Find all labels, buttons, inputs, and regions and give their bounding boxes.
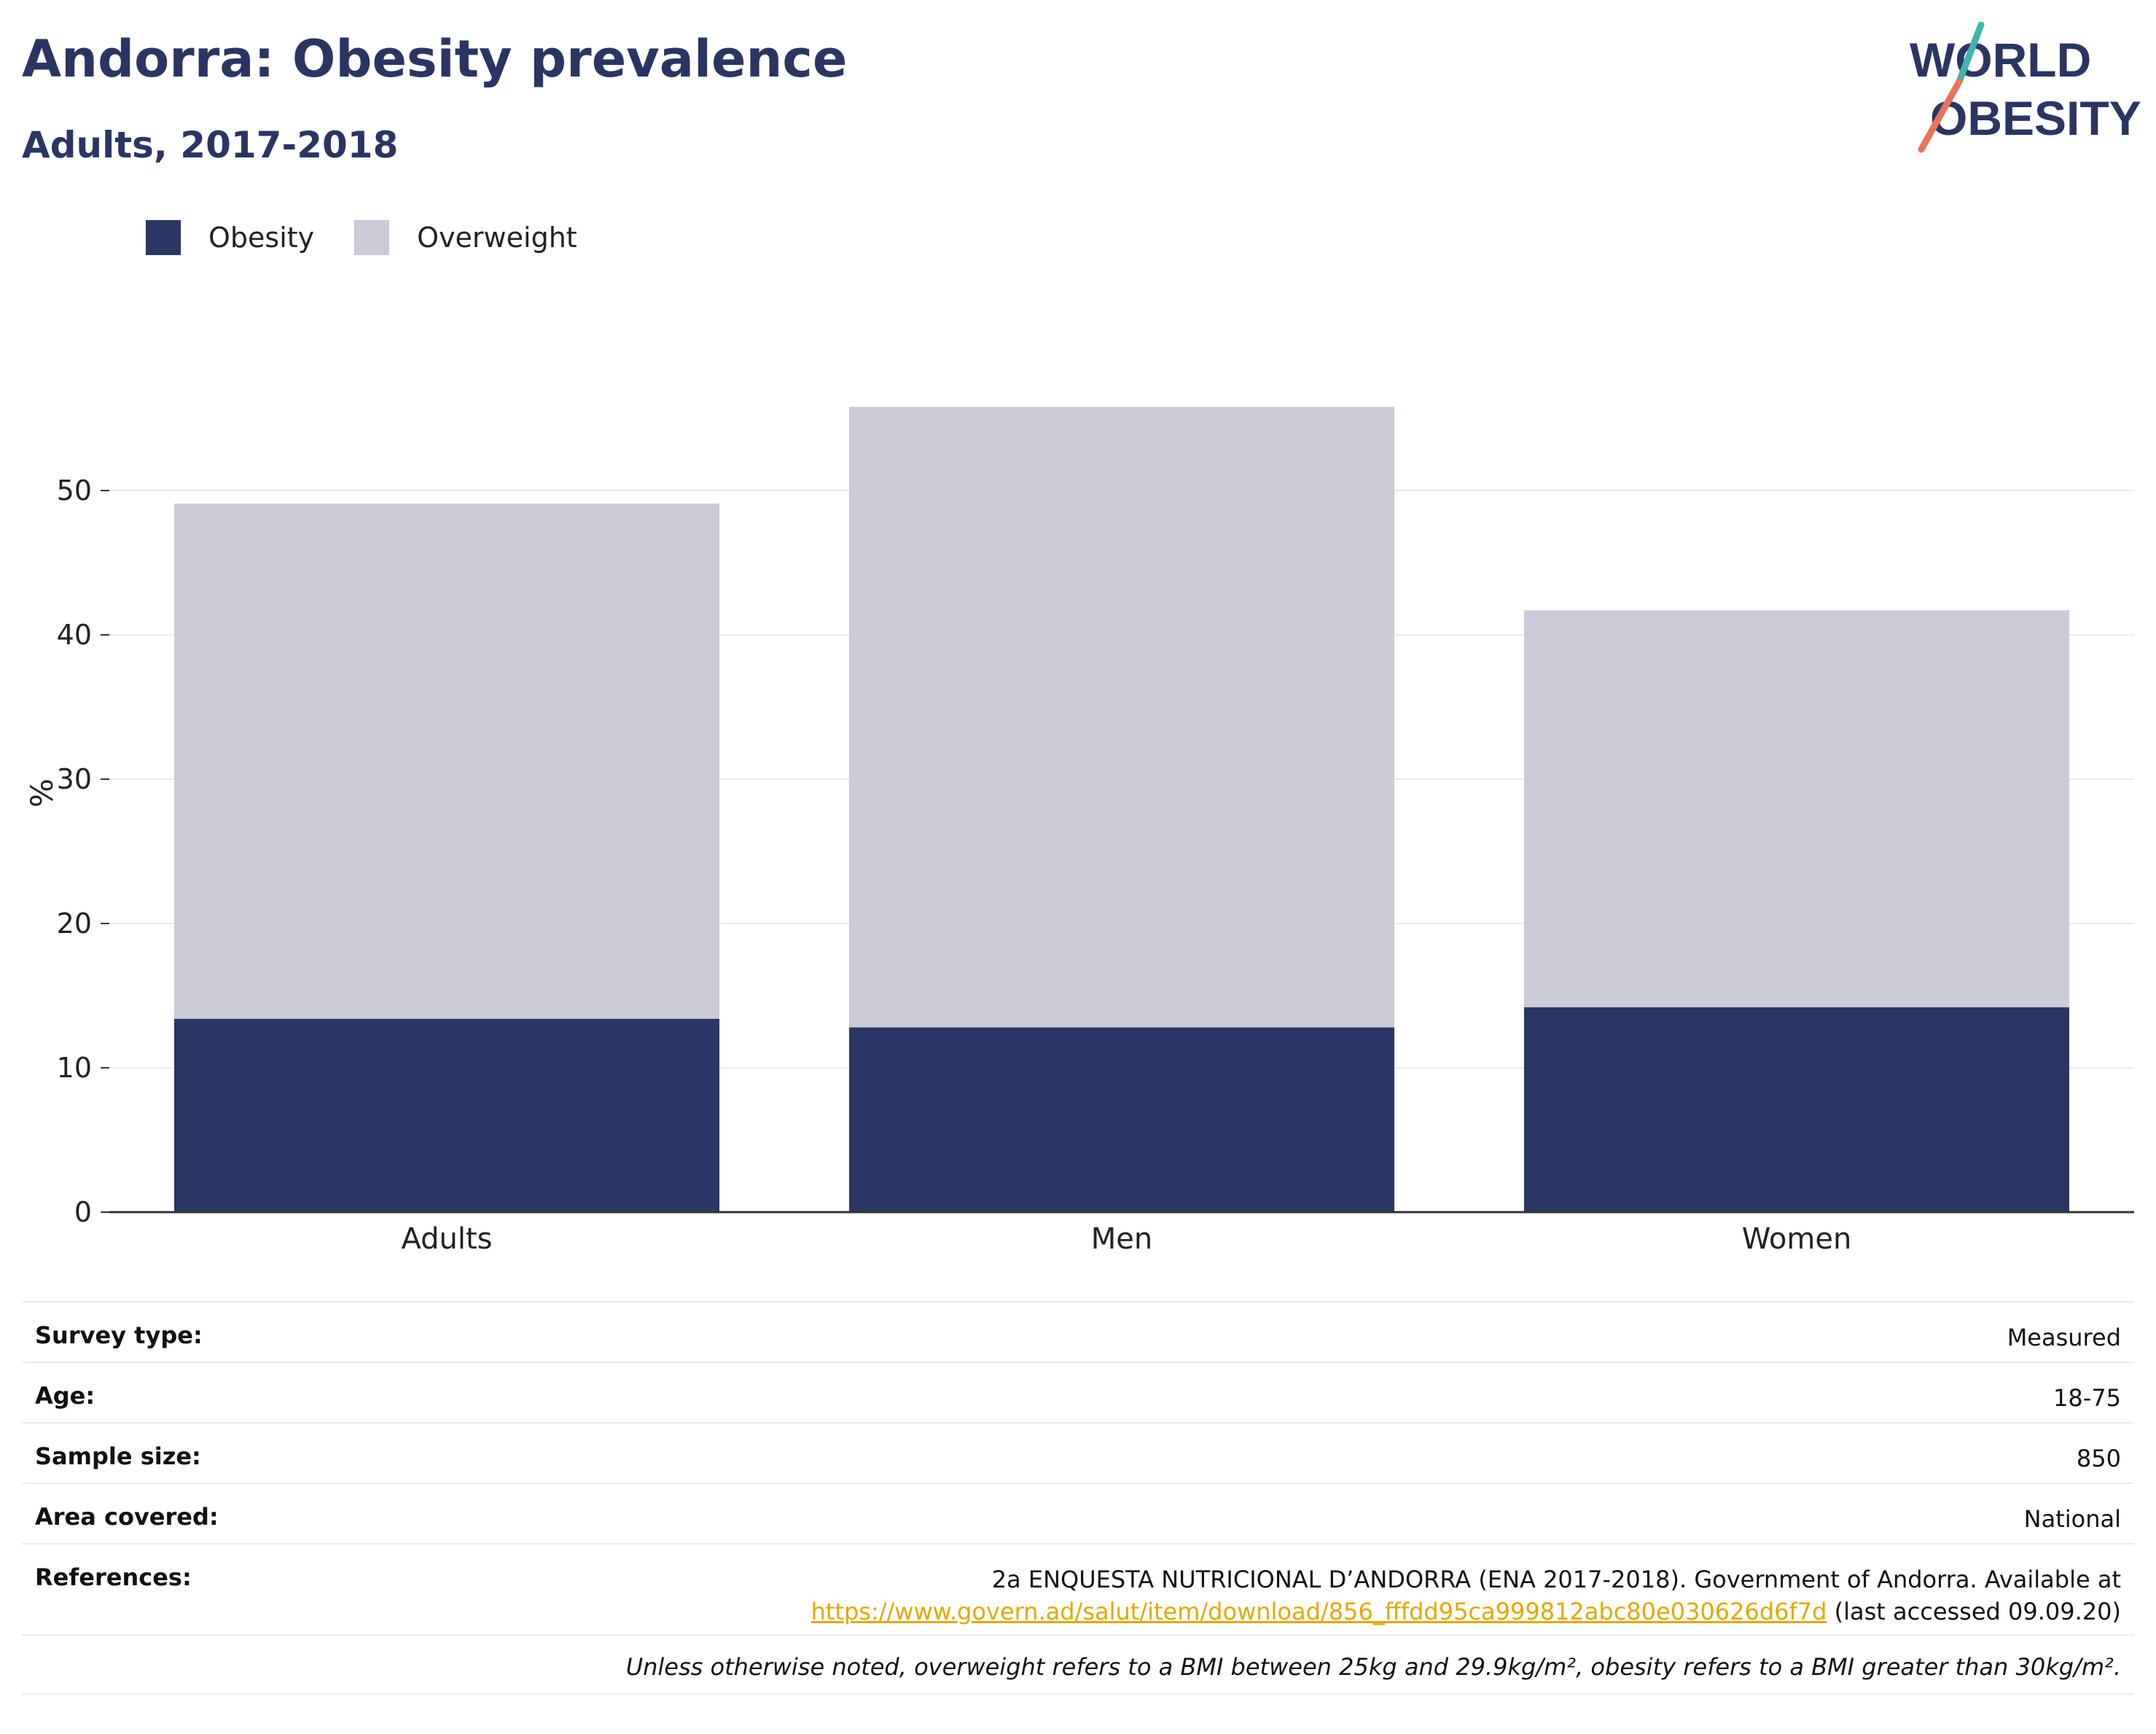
- x-tick-label-men: Men: [1091, 1222, 1152, 1256]
- survey-info-table: Survey type: Measured Age: 18-75 Sample …: [22, 1301, 2134, 1695]
- chart-subtitle: Adults, 2017-2018: [22, 124, 399, 166]
- info-row-sample-size: Sample size: 850: [22, 1422, 2134, 1483]
- info-row-survey-type: Survey type: Measured: [22, 1301, 2134, 1362]
- bar-overweight-adults: [174, 503, 719, 1019]
- references-suffix: (last accessed 09.09.20): [1827, 1598, 2121, 1625]
- bar-overweight-women: [1524, 610, 2069, 1007]
- logo-line1: WORLD: [1910, 33, 2091, 87]
- world-obesity-logo: WORLD OBESITY: [1910, 22, 2141, 153]
- sample-size-label: Sample size:: [35, 1442, 201, 1470]
- age-value: 18-75: [2053, 1384, 2121, 1412]
- chart-title: Andorra: Obesity prevalence: [22, 29, 848, 89]
- age-label: Age:: [35, 1382, 95, 1410]
- survey-type-value: Measured: [2007, 1324, 2121, 1351]
- bar-chart: 0 10 20 30 40 50% Adults Men Women: [24, 407, 2134, 1256]
- y-tick-label-0: 0: [74, 1196, 92, 1228]
- x-tick-label-adults: Adults: [401, 1222, 492, 1256]
- references-link[interactable]: https://www.govern.ad/salut/item/downloa…: [811, 1598, 1827, 1625]
- bar-obesity-women: [1524, 1007, 2069, 1212]
- survey-type-label: Survey type:: [35, 1321, 203, 1349]
- legend-item-overweight[interactable]: Overweight: [354, 220, 577, 255]
- y-tick-label-10: 10: [57, 1052, 92, 1084]
- info-row-age: Age: 18-75: [22, 1362, 2134, 1422]
- y-tick-label-20: 20: [57, 907, 92, 940]
- info-row-references: References: 2a ENQUESTA NUTRICIONAL D’AN…: [22, 1543, 2134, 1634]
- legend-swatch-obesity: [146, 220, 181, 255]
- legend-label-overweight: Overweight: [417, 222, 577, 254]
- bar-obesity-men: [849, 1027, 1394, 1212]
- references-link-line: https://www.govern.ad/salut/item/downloa…: [811, 1596, 2121, 1628]
- y-tick-label-40: 40: [57, 619, 92, 651]
- references-text: 2a ENQUESTA NUTRICIONAL D’ANDORRA (ENA 2…: [991, 1566, 2121, 1593]
- logo-slash-teal: [1956, 22, 1985, 85]
- x-tick-label-women: Women: [1742, 1222, 1852, 1256]
- references-label: References:: [35, 1563, 192, 1591]
- y-tick-label-50: 50: [57, 474, 92, 507]
- bar-overweight-men: [849, 407, 1394, 1028]
- y-axis-label: %: [24, 778, 60, 808]
- logo-slash-coral: [1918, 78, 1963, 153]
- legend-label-obesity: Obesity: [208, 222, 315, 254]
- references-value: 2a ENQUESTA NUTRICIONAL D’ANDORRA (ENA 2…: [811, 1563, 2121, 1628]
- legend-swatch-overweight: [354, 220, 390, 255]
- y-tick-label-30: 30: [57, 763, 92, 795]
- bmi-footnote: Unless otherwise noted, overweight refer…: [22, 1634, 2134, 1695]
- chart-legend: Obesity Overweight: [146, 216, 617, 259]
- area-covered-label: Area covered:: [35, 1503, 219, 1531]
- info-row-area-covered: Area covered: National: [22, 1483, 2134, 1543]
- area-covered-value: National: [2023, 1505, 2121, 1533]
- legend-item-obesity[interactable]: Obesity: [146, 220, 314, 255]
- logo-line2: OBESITY: [1930, 91, 2141, 145]
- bar-obesity-adults: [174, 1018, 719, 1212]
- sample-size-value: 850: [2076, 1445, 2121, 1472]
